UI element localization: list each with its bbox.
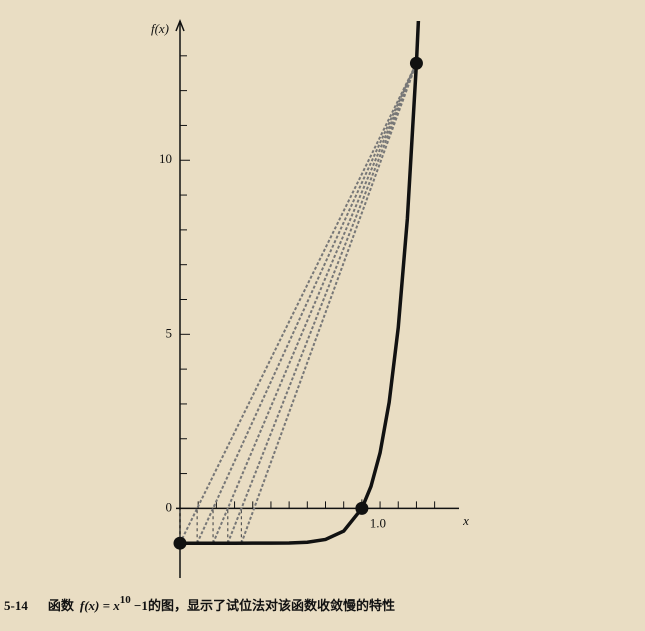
secant-line (226, 62, 418, 544)
y-axis-arrow (175, 18, 185, 32)
caption-formula-tail: −1 (131, 598, 148, 613)
x-axis-label: x (462, 513, 469, 528)
secant-line (196, 62, 418, 544)
y-tick-label: 10 (159, 151, 172, 166)
caption: 5-14 函数 f(x) = x10 −1的图，显示了试位法对该函数收敛慢的特性 (4, 594, 395, 613)
caption-text: 的图，显示了试位法对该函数收敛慢的特性 (148, 598, 395, 613)
caption-exponent: 10 (120, 594, 132, 606)
caption-text: 函数 (48, 598, 75, 613)
curve (180, 21, 421, 545)
x-tick-label: 1.0 (370, 515, 386, 530)
secant-line (212, 62, 418, 544)
y-axis-label: f(x) (151, 21, 169, 36)
y-tick-label: 5 (166, 325, 173, 340)
point (173, 536, 187, 550)
secant-line (179, 62, 418, 544)
caption-number: 5-14 (4, 598, 28, 613)
point (409, 56, 423, 70)
point (355, 501, 369, 515)
y-tick-label: 0 (166, 499, 173, 514)
caption-formula: f(x) = x (80, 598, 120, 613)
secant-line (240, 62, 418, 544)
